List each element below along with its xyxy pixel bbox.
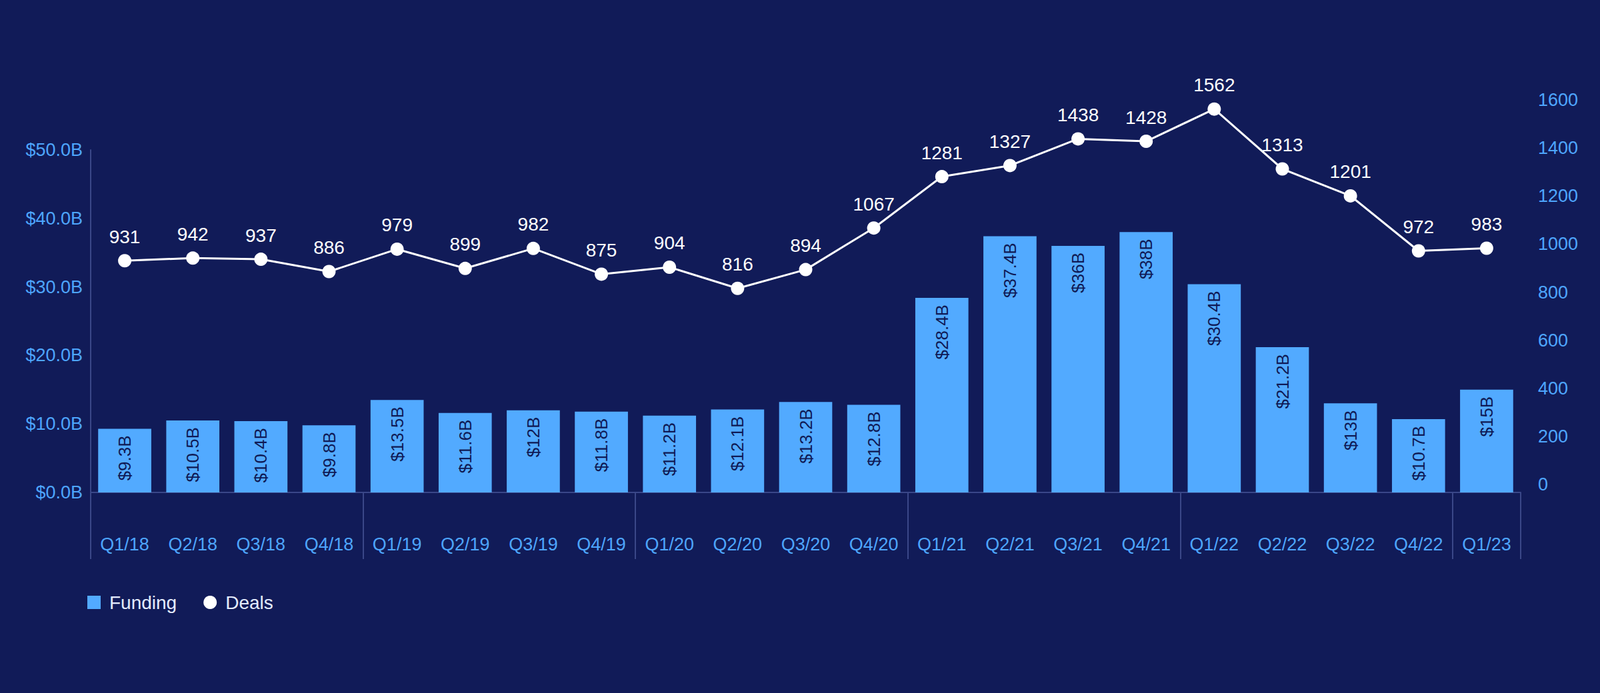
svg-text:$11.2B: $11.2B <box>659 422 680 476</box>
svg-text:Q2/19: Q2/19 <box>440 534 490 555</box>
svg-text:1400: 1400 <box>1538 138 1578 158</box>
svg-text:1438: 1438 <box>1057 104 1099 126</box>
svg-text:$30.0B: $30.0B <box>25 277 83 298</box>
svg-text:899: 899 <box>449 234 481 255</box>
svg-text:Q1/20: Q1/20 <box>644 534 694 555</box>
svg-text:$15B: $15B <box>1476 396 1497 438</box>
svg-text:$28.4B: $28.4B <box>932 304 952 360</box>
svg-text:Q2/22: Q2/22 <box>1258 534 1308 555</box>
svg-text:$10.5B: $10.5B <box>182 427 203 482</box>
svg-text:Q1/22: Q1/22 <box>1190 534 1240 555</box>
svg-text:$9.8B: $9.8B <box>319 432 340 478</box>
svg-text:$37.4B: $37.4B <box>1000 243 1020 298</box>
svg-text:$50.0B: $50.0B <box>25 140 83 160</box>
svg-text:Q3/19: Q3/19 <box>508 534 558 555</box>
svg-text:800: 800 <box>1538 282 1568 303</box>
svg-text:972: 972 <box>1402 216 1434 238</box>
svg-text:Q4/18: Q4/18 <box>304 534 354 555</box>
svg-text:1200: 1200 <box>1538 186 1578 206</box>
svg-text:937: 937 <box>245 225 277 246</box>
svg-text:904: 904 <box>654 232 686 254</box>
svg-text:Q1/23: Q1/23 <box>1462 534 1512 555</box>
svg-text:$12.1B: $12.1B <box>727 416 748 472</box>
svg-text:$12.8B: $12.8B <box>864 411 884 466</box>
svg-text:Q2/20: Q2/20 <box>713 534 763 555</box>
svg-text:Q4/19: Q4/19 <box>576 534 626 555</box>
svg-text:$13.5B: $13.5B <box>387 406 408 462</box>
svg-text:600: 600 <box>1538 330 1568 351</box>
svg-text:982: 982 <box>518 214 550 235</box>
svg-text:1067: 1067 <box>852 194 894 215</box>
svg-text:Q4/20: Q4/20 <box>849 534 899 555</box>
svg-text:1313: 1313 <box>1261 134 1303 156</box>
svg-text:Q4/21: Q4/21 <box>1121 534 1171 555</box>
svg-text:$13B: $13B <box>1340 410 1361 451</box>
svg-text:400: 400 <box>1538 378 1568 399</box>
svg-text:$10.4B: $10.4B <box>250 428 271 483</box>
svg-text:983: 983 <box>1471 214 1503 235</box>
svg-text:0: 0 <box>1538 474 1548 495</box>
svg-text:200: 200 <box>1538 426 1568 447</box>
svg-text:$11.6B: $11.6B <box>455 420 476 474</box>
svg-text:816: 816 <box>722 254 754 275</box>
svg-text:$0.0B: $0.0B <box>35 482 83 503</box>
svg-text:Q1/19: Q1/19 <box>372 534 422 555</box>
svg-text:931: 931 <box>109 226 141 248</box>
svg-text:1000: 1000 <box>1538 234 1578 254</box>
svg-text:Funding: Funding <box>109 592 177 614</box>
svg-text:Q2/18: Q2/18 <box>168 534 218 555</box>
svg-text:1201: 1201 <box>1329 161 1371 182</box>
svg-text:$10.0B: $10.0B <box>25 414 83 434</box>
svg-text:Deals: Deals <box>225 592 274 614</box>
svg-text:$36B: $36B <box>1068 252 1088 294</box>
svg-text:979: 979 <box>381 214 413 236</box>
svg-text:$12B: $12B <box>523 417 544 458</box>
svg-text:$11.8B: $11.8B <box>591 418 612 472</box>
svg-text:1600: 1600 <box>1538 90 1578 110</box>
svg-text:$38B: $38B <box>1136 238 1156 280</box>
svg-text:$13.2B: $13.2B <box>796 408 816 464</box>
svg-text:886: 886 <box>313 237 345 258</box>
svg-text:1281: 1281 <box>921 142 963 164</box>
svg-text:Q3/20: Q3/20 <box>781 534 831 555</box>
svg-text:Q1/21: Q1/21 <box>917 534 967 555</box>
svg-text:$10.7B: $10.7B <box>1408 426 1429 481</box>
svg-text:$20.0B: $20.0B <box>25 345 83 366</box>
svg-text:1428: 1428 <box>1125 107 1167 128</box>
svg-text:Q4/22: Q4/22 <box>1394 534 1444 555</box>
svg-text:942: 942 <box>177 224 209 245</box>
svg-text:Q3/21: Q3/21 <box>1053 534 1103 555</box>
svg-text:$40.0B: $40.0B <box>25 208 83 229</box>
svg-text:894: 894 <box>790 235 822 256</box>
svg-text:Q1/18: Q1/18 <box>100 534 150 555</box>
svg-text:$21.2B: $21.2B <box>1272 354 1293 409</box>
svg-text:$30.4B: $30.4B <box>1204 290 1224 346</box>
svg-text:Q2/21: Q2/21 <box>985 534 1035 555</box>
svg-text:$9.3B: $9.3B <box>114 435 135 481</box>
svg-text:1562: 1562 <box>1193 74 1235 96</box>
svg-text:875: 875 <box>586 240 618 261</box>
svg-text:1327: 1327 <box>989 131 1031 152</box>
svg-text:Q3/18: Q3/18 <box>236 534 286 555</box>
svg-text:Q3/22: Q3/22 <box>1326 534 1376 555</box>
